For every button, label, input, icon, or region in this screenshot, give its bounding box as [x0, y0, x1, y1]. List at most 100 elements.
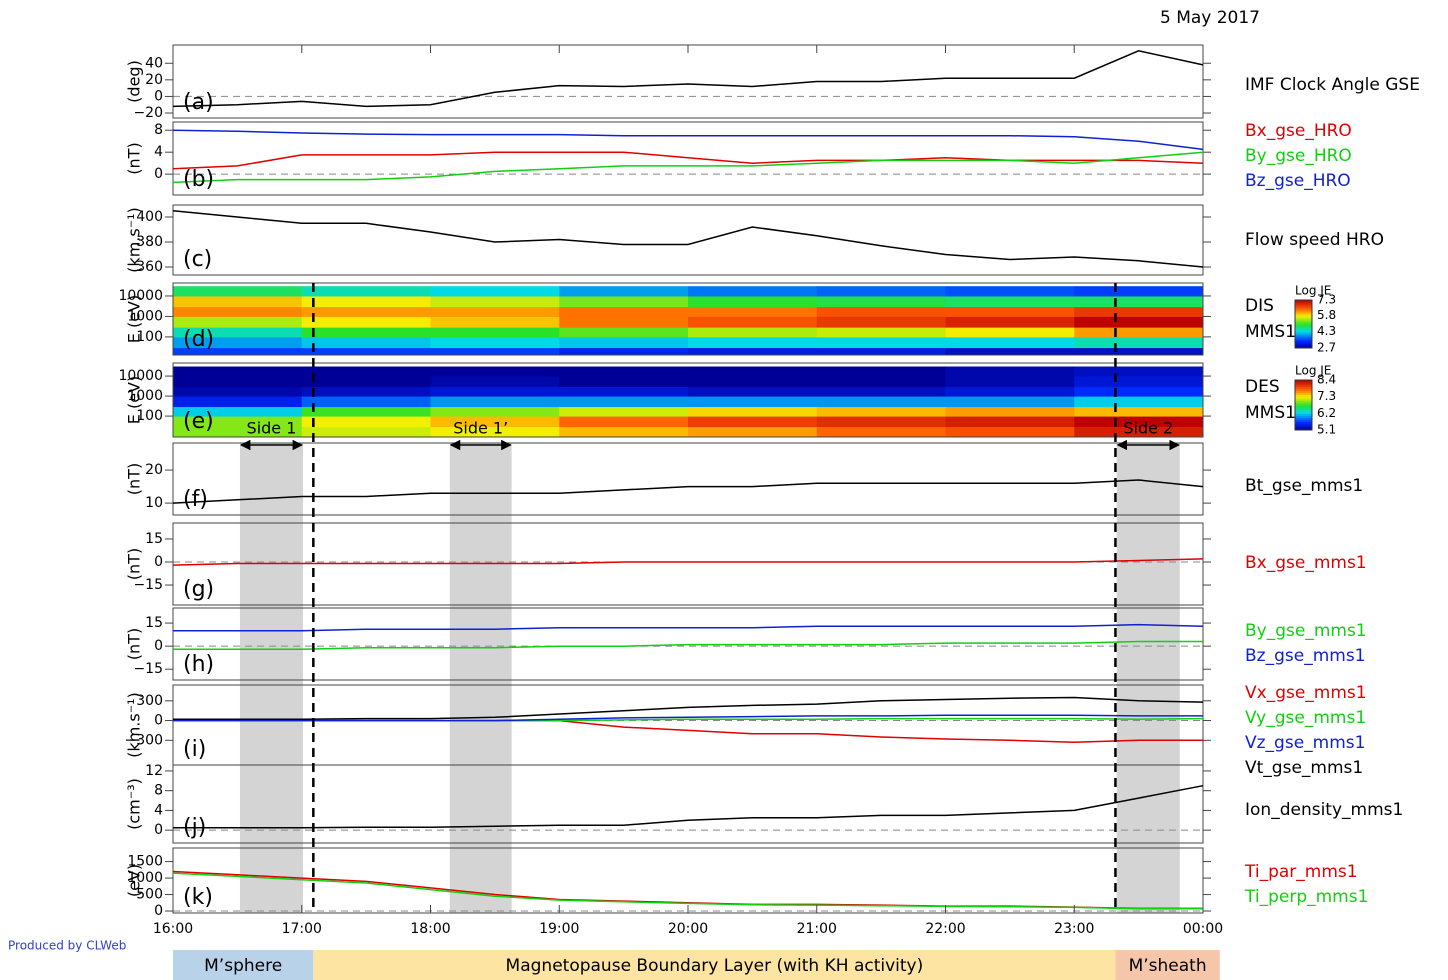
colorbar-swatch — [1295, 326, 1312, 329]
legend-label: Vy_gse_mms1 — [1245, 708, 1366, 728]
interval-shade — [239, 443, 304, 913]
legend-label: Vx_gse_mms1 — [1245, 683, 1367, 703]
y-axis-label: E (eV) — [125, 295, 144, 343]
colorbar-title: Log JE — [1295, 364, 1331, 378]
panel-frame — [172, 44, 1204, 119]
heatmap-cell — [430, 396, 560, 408]
colorbar-swatch — [1295, 302, 1312, 305]
y-tick-label: 500 — [136, 887, 163, 903]
heatmap-cell — [430, 386, 560, 397]
x-tick-label: 00:00 — [1183, 921, 1223, 937]
panel-label-right: MMS1 — [1245, 403, 1296, 423]
interval-label: Side 2 — [1123, 419, 1173, 438]
colorbar-frame — [1294, 299, 1313, 349]
y-tick-label: 380 — [136, 234, 163, 250]
heatmap-cell — [1074, 386, 1203, 397]
panel: 10 20(nT) Bt_gse_mms1 (f) — [125, 442, 1363, 516]
heatmap-cell — [301, 306, 431, 317]
colorbar-swatch — [1295, 322, 1312, 325]
heatmap-cell — [430, 347, 560, 355]
heatmap-cell — [430, 416, 560, 428]
heatmap-cell — [945, 366, 1075, 377]
x-tick-label: 18:00 — [410, 921, 450, 937]
heatmap-cell — [945, 396, 1075, 408]
colorbar-swatch — [1295, 338, 1312, 341]
heatmap-cell — [688, 295, 818, 308]
heatmap-cell — [816, 426, 946, 437]
interval-label: Side 1 — [247, 419, 297, 438]
colorbar-swatch — [1295, 336, 1312, 339]
date: 5 May 2017 — [1160, 8, 1260, 28]
panel-letter: (i) — [183, 737, 206, 762]
colorbar-swatch — [1295, 394, 1312, 398]
region-bar — [313, 950, 1116, 980]
x-tick-label: 16:00 — [153, 921, 193, 937]
y-axis-label: (nT) — [125, 548, 144, 580]
colorbar-swatch — [1295, 314, 1312, 317]
heatmap-cell — [559, 316, 689, 328]
region-bar — [1115, 950, 1220, 980]
panel-letter: (e) — [183, 409, 214, 434]
colorbar-title: Log JE — [1295, 284, 1331, 298]
series-line — [172, 151, 1204, 170]
colorbar-swatch — [1295, 328, 1312, 331]
region-label: M’sheath — [1129, 956, 1207, 976]
colorbar-tick-label: 4.3 — [1317, 324, 1336, 338]
y-axis-label: (deg) — [125, 60, 144, 103]
colorbar-swatch — [1295, 306, 1312, 309]
heatmap-cell — [173, 396, 303, 408]
y-axis-label: (cm⁻³) — [125, 778, 144, 830]
colorbar-tick-label: 7.3 — [1317, 293, 1336, 307]
y-axis-label: (nT) — [125, 142, 144, 174]
y-tick-label: 1000 — [127, 308, 163, 324]
x-tick-label: 23:00 — [1054, 921, 1094, 937]
series-line — [172, 210, 1204, 268]
legend-label: IMF Clock Angle GSE — [1245, 75, 1420, 95]
panel-letter: (b) — [183, 167, 214, 192]
colorbar-swatch — [1295, 318, 1312, 321]
heatmap-cell — [173, 406, 303, 417]
panel-label-right: DIS — [1245, 296, 1274, 316]
heatmap-cell — [688, 416, 818, 428]
heatmap-cell — [816, 286, 946, 297]
colorbar-swatch — [1295, 384, 1312, 387]
panel: 0 4 8 12(cm⁻³) Ion_density_mms1 (j) — [125, 763, 1403, 844]
heatmap-cell — [1074, 426, 1203, 437]
heatmap-cell — [816, 306, 946, 317]
colorbar-swatch — [1295, 411, 1312, 414]
heatmap-cell — [816, 336, 946, 349]
y-axis-label: E (eV) — [125, 376, 144, 424]
series-line — [173, 696, 1204, 720]
y-tick-label: 0 — [154, 903, 163, 919]
colorbar-tick-label: 8.4 — [1317, 373, 1336, 387]
heatmap-cell — [301, 426, 431, 437]
colorbar-swatch — [1295, 392, 1312, 396]
legend-label: Ion_density_mms1 — [1245, 800, 1403, 820]
heatmap-cell — [945, 376, 1075, 388]
series-line — [173, 640, 1203, 650]
y-tick-label: −15 — [133, 661, 163, 677]
heatmap-cell — [559, 327, 689, 338]
colorbar-swatch — [1295, 407, 1312, 410]
heatmap-cell — [173, 426, 303, 437]
legend-label: Ti_par_mms1 — [1244, 862, 1358, 882]
colorbar-swatch — [1295, 398, 1312, 402]
heatmap-cell — [945, 336, 1075, 349]
y-axis-label: (km.s⁻¹) — [125, 207, 144, 273]
legend-label: By_gse_mms1 — [1245, 621, 1367, 641]
heatmap-cell — [945, 406, 1075, 417]
heatmap-cell — [688, 336, 818, 349]
colorbar-swatch — [1295, 308, 1312, 311]
y-tick-label: 100 — [136, 408, 163, 424]
heatmap-cell — [688, 376, 818, 388]
heatmap-cell — [816, 416, 946, 428]
heatmap-cell — [1074, 416, 1203, 428]
heatmap-cell — [816, 295, 946, 308]
colorbar-swatch — [1295, 382, 1312, 385]
series-line — [172, 129, 1204, 151]
heatmap-cell — [945, 306, 1075, 317]
heatmap-cell — [173, 366, 303, 377]
heatmap-cell — [945, 295, 1075, 308]
